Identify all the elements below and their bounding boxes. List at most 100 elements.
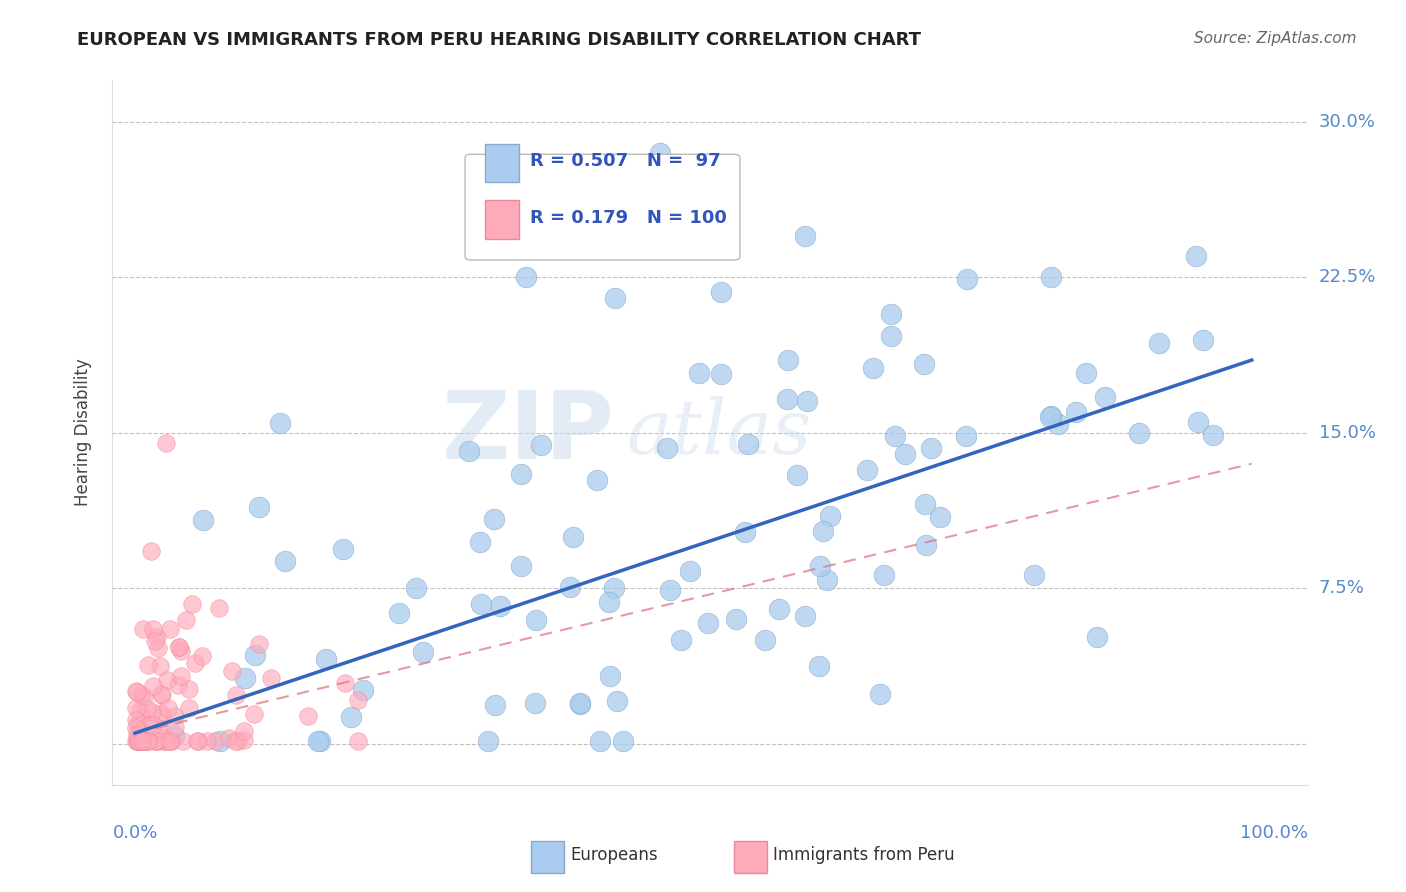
Europeans xyxy=(247,500,270,514)
Immigrants from Peru xyxy=(131,734,153,748)
Immigrants from Peru xyxy=(145,630,167,644)
Immigrants from Peru xyxy=(225,689,247,703)
Immigrants from Peru xyxy=(204,734,226,748)
Europeans xyxy=(612,734,634,748)
Europeans xyxy=(862,360,884,375)
Europeans xyxy=(606,693,628,707)
Text: R = 0.507   N =  97: R = 0.507 N = 97 xyxy=(530,153,720,170)
Text: 15.0%: 15.0% xyxy=(1319,424,1375,442)
Immigrants from Peru xyxy=(128,732,150,747)
Immigrants from Peru xyxy=(228,734,250,748)
Europeans xyxy=(894,447,917,461)
Immigrants from Peru xyxy=(131,734,153,748)
Immigrants from Peru xyxy=(138,657,160,672)
Europeans xyxy=(530,438,553,452)
Europeans xyxy=(856,463,879,477)
Immigrants from Peru xyxy=(191,649,214,664)
Immigrants from Peru xyxy=(179,681,201,696)
Immigrants from Peru xyxy=(163,720,186,734)
Europeans xyxy=(470,598,492,612)
Europeans xyxy=(869,688,891,702)
Europeans xyxy=(697,615,720,630)
Immigrants from Peru xyxy=(187,734,209,748)
Immigrants from Peru xyxy=(167,640,190,654)
Immigrants from Peru xyxy=(335,675,357,690)
Immigrants from Peru xyxy=(134,734,156,748)
Immigrants from Peru xyxy=(125,701,148,715)
Europeans xyxy=(1047,417,1070,431)
Immigrants from Peru xyxy=(174,613,197,627)
Immigrants from Peru xyxy=(347,692,370,706)
Immigrants from Peru xyxy=(221,665,243,679)
Immigrants from Peru xyxy=(159,622,181,636)
Europeans xyxy=(477,734,499,748)
Immigrants from Peru xyxy=(125,734,148,748)
Immigrants from Peru xyxy=(224,734,246,748)
Europeans xyxy=(1185,250,1208,264)
Immigrants from Peru xyxy=(129,734,152,748)
Europeans xyxy=(1074,366,1097,380)
Europeans xyxy=(920,441,942,455)
Europeans xyxy=(820,509,842,524)
Immigrants from Peru xyxy=(152,734,174,748)
Europeans xyxy=(678,564,700,578)
Immigrants from Peru xyxy=(170,643,193,657)
Immigrants from Peru xyxy=(138,718,160,732)
Immigrants from Peru xyxy=(179,701,201,715)
Europeans xyxy=(603,581,626,595)
Immigrants from Peru xyxy=(170,669,193,683)
FancyBboxPatch shape xyxy=(485,200,519,239)
Europeans xyxy=(193,512,215,526)
Immigrants from Peru xyxy=(127,728,149,742)
Immigrants from Peru xyxy=(125,713,148,727)
Immigrants from Peru xyxy=(143,634,166,648)
Immigrants from Peru xyxy=(135,734,157,748)
Immigrants from Peru xyxy=(132,690,155,704)
Immigrants from Peru xyxy=(347,734,370,748)
Europeans xyxy=(657,441,679,455)
Europeans xyxy=(515,270,537,285)
Immigrants from Peru xyxy=(159,734,181,748)
Europeans xyxy=(811,524,834,538)
Europeans xyxy=(776,353,799,368)
Text: 100.0%: 100.0% xyxy=(1240,824,1308,842)
Europeans xyxy=(734,525,756,540)
Immigrants from Peru xyxy=(167,640,190,655)
Europeans xyxy=(1085,630,1108,644)
Text: 0.0%: 0.0% xyxy=(112,824,157,842)
Immigrants from Peru xyxy=(155,436,177,450)
Europeans xyxy=(880,328,903,343)
Europeans xyxy=(912,357,935,371)
Europeans xyxy=(568,697,591,711)
Immigrants from Peru xyxy=(136,734,159,748)
Europeans xyxy=(468,534,491,549)
Immigrants from Peru xyxy=(160,734,183,748)
Immigrants from Peru xyxy=(132,622,155,636)
Europeans xyxy=(884,429,907,443)
Immigrants from Peru xyxy=(172,734,194,748)
Text: Immigrants from Peru: Immigrants from Peru xyxy=(773,847,955,864)
Immigrants from Peru xyxy=(136,701,159,715)
Europeans xyxy=(586,473,609,487)
Immigrants from Peru xyxy=(127,734,149,748)
Europeans xyxy=(873,567,896,582)
Text: EUROPEAN VS IMMIGRANTS FROM PERU HEARING DISABILITY CORRELATION CHART: EUROPEAN VS IMMIGRANTS FROM PERU HEARING… xyxy=(77,31,921,49)
Immigrants from Peru xyxy=(163,708,186,723)
Immigrants from Peru xyxy=(128,734,150,748)
Europeans xyxy=(489,599,512,613)
Europeans xyxy=(1022,568,1045,582)
Europeans xyxy=(163,729,186,743)
Immigrants from Peru xyxy=(141,705,163,719)
Immigrants from Peru xyxy=(128,734,150,748)
Europeans xyxy=(710,285,733,300)
Immigrants from Peru xyxy=(156,734,179,748)
Immigrants from Peru xyxy=(143,734,166,748)
Immigrants from Peru xyxy=(129,688,152,702)
Europeans xyxy=(1039,270,1062,285)
Europeans xyxy=(658,582,681,597)
Immigrants from Peru xyxy=(247,637,270,651)
Immigrants from Peru xyxy=(159,734,181,748)
Europeans xyxy=(412,645,434,659)
Europeans xyxy=(405,581,427,595)
Immigrants from Peru xyxy=(125,721,148,735)
